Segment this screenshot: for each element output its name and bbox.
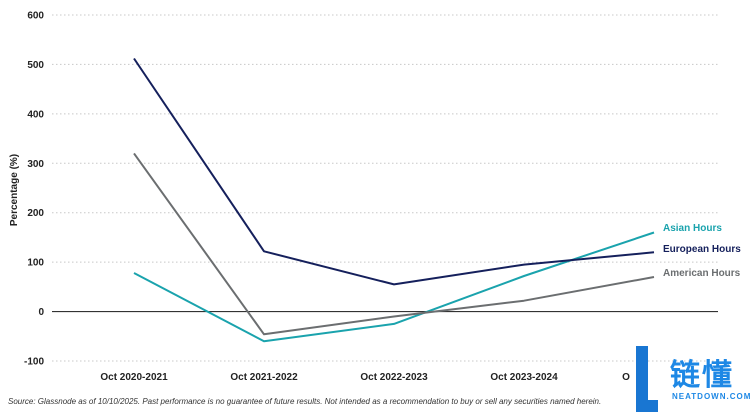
series-line-asian-hours xyxy=(133,231,655,343)
y-tick-label: 100 xyxy=(27,258,44,269)
series-labels: Asian Hours European Hours American Hours xyxy=(663,223,741,279)
series-label-american-hours: American Hours xyxy=(663,268,741,279)
x-axis-ticks: Oct 2020-2021 Oct 2021-2022 Oct 2022-2023 O… xyxy=(100,372,630,383)
series-label-asian-hours: Asian Hours xyxy=(663,223,722,234)
y-tick-label: 500 xyxy=(27,60,44,71)
x-tick-label: Oct 2020-2021 xyxy=(100,372,168,383)
y-tick-label: 200 xyxy=(27,208,44,219)
series-line-european-hours xyxy=(133,57,655,286)
logo-chinese-text: 链懂 xyxy=(670,358,734,393)
y-tick-label: -100 xyxy=(24,357,44,368)
y-tick-label: 400 xyxy=(27,109,44,120)
watermark-logo: 链懂 NEATDOWN.COM xyxy=(636,346,750,412)
series-lines xyxy=(133,57,655,343)
y-axis-ticks: 600 500 400 300 200 100 0 -100 xyxy=(24,11,44,368)
x-tick-label: Oct 2021-2022 xyxy=(230,372,298,383)
series-label-european-hours: European Hours xyxy=(663,244,741,255)
y-axis-label: Percentage (%) xyxy=(9,154,20,226)
x-tick-label: Oct 2022-2023 xyxy=(360,372,428,383)
logo-l-mark xyxy=(636,346,658,412)
gridlines xyxy=(52,14,718,362)
source-note: Source: Glassnode as of 10/10/2025. Past… xyxy=(8,397,602,406)
y-tick-label: 600 xyxy=(27,11,44,22)
x-tick-label: O xyxy=(622,372,630,383)
y-tick-label: 300 xyxy=(27,159,44,170)
series-line-american-hours xyxy=(133,152,655,336)
y-tick-label: 0 xyxy=(38,307,44,318)
logo-english-text: NEATDOWN.COM xyxy=(672,392,750,401)
x-tick-label: Oct 2023-2024 xyxy=(490,372,558,383)
